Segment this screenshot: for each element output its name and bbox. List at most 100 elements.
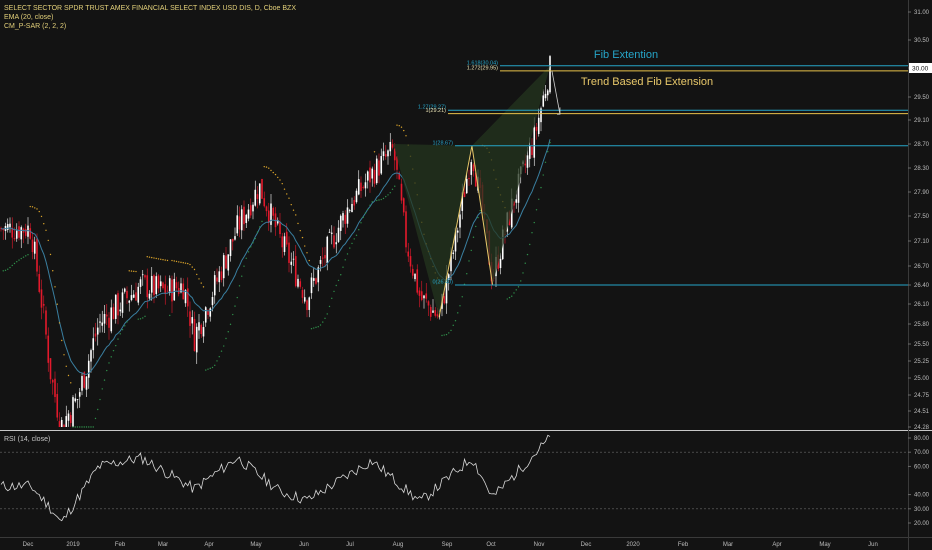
candle-body [339,215,342,231]
psar-dot [445,333,448,336]
price-tick-label: 30.50 [914,38,930,44]
rsi-tick-label: 80.00 [914,436,930,442]
psar-dot [155,257,157,260]
psar-dot [160,258,162,260]
candle-body [456,230,459,233]
candle-body [6,224,9,230]
candle-body [117,293,119,316]
psar-dot [92,426,94,428]
psar-dot [441,334,443,337]
psar-dot [29,205,31,208]
psar-dot [207,368,209,370]
psar-dot [117,338,119,340]
time-axis: Dec 2019 Feb Mar Apr May Jun Jul Aug Sep Oct Nov Dec… [23,542,878,548]
candle-body [272,207,275,216]
candle-body [153,275,155,296]
psar-dot [124,325,126,327]
candle-body [310,277,313,294]
candle-body [236,215,239,234]
psar-dot [277,176,279,179]
candle-body [276,219,279,224]
candle-body [76,399,79,400]
candle-body [425,293,428,299]
fib-level-label: 0(26.40) [433,280,454,286]
candle-body [398,172,401,180]
candle-body [537,117,540,135]
fib-level-label: 1(29.21) [426,108,447,114]
psar-dot [175,260,178,263]
psar-dot [358,229,360,231]
psar-dot [162,258,164,261]
annotation-trend-based: Trend Based Fib Extension [581,76,713,88]
psar-dot [535,209,538,211]
psar-dot [106,369,108,372]
candle-body [299,281,302,287]
candle-body [137,286,140,303]
annotation-fib-extention: Fib Extention [594,49,658,61]
psar-dot [245,257,247,259]
candle-body [391,144,394,148]
candle-body [416,269,419,293]
candle-body [15,230,18,239]
psar-dot [367,208,369,211]
psar-dot [268,167,270,169]
time-tick-label: Mar [723,542,733,548]
psar-dot [171,259,173,262]
candle-body [407,251,410,257]
psar-dot [146,256,148,258]
candle-body [126,290,128,299]
psar-dot [13,262,16,265]
fib-level-label: 1.272(29.95) [467,65,498,71]
time-tick-label: Apr [772,542,781,548]
psar-dot [373,151,376,153]
candle-body [470,162,473,175]
psar-dot [214,364,216,367]
psar-dot [70,382,72,384]
psar-dot [83,426,85,428]
candle-body [396,156,398,170]
psar-dot [299,229,301,232]
candle-body [535,126,538,131]
psar-dot [151,256,153,259]
candle-body [96,327,99,335]
candle-body [324,255,326,259]
psar-dot [466,272,468,275]
psar-dot [108,362,110,364]
psar-dot [202,286,205,288]
psar-dot [7,268,9,270]
psar-dot [65,365,67,367]
psar-dot [468,260,470,262]
psar-dot [542,174,544,176]
candle-body [40,289,43,308]
psar-dot [126,321,128,323]
candle-body [303,297,306,302]
candle-body [524,163,527,166]
candle-body [279,221,281,235]
psar-dot [234,305,236,307]
psar-dot [477,216,479,219]
candle-body [227,254,230,271]
psar-dot [351,242,353,245]
candle-body [114,294,117,319]
psar-dot [265,166,268,168]
candle-body [351,203,353,213]
psar-dot [112,349,115,352]
psar-dot [326,313,328,315]
candle-body [49,358,52,380]
candle-body [243,206,245,225]
candle-body [429,307,432,317]
psar-dot [256,231,259,233]
ema-line [0,139,551,375]
price-tick-label: 24.28 [914,425,930,431]
psar-dot [544,161,547,163]
candle-body [261,178,263,199]
price-tick-label: 24.75 [914,393,930,399]
psar-dot [385,195,387,198]
candle-body [546,90,549,96]
candle-body [18,226,20,238]
psar-dot [49,253,52,256]
candle-body [144,275,146,278]
candle-body [132,294,135,298]
candle-body [11,227,14,238]
fib-pattern-right [471,65,550,285]
